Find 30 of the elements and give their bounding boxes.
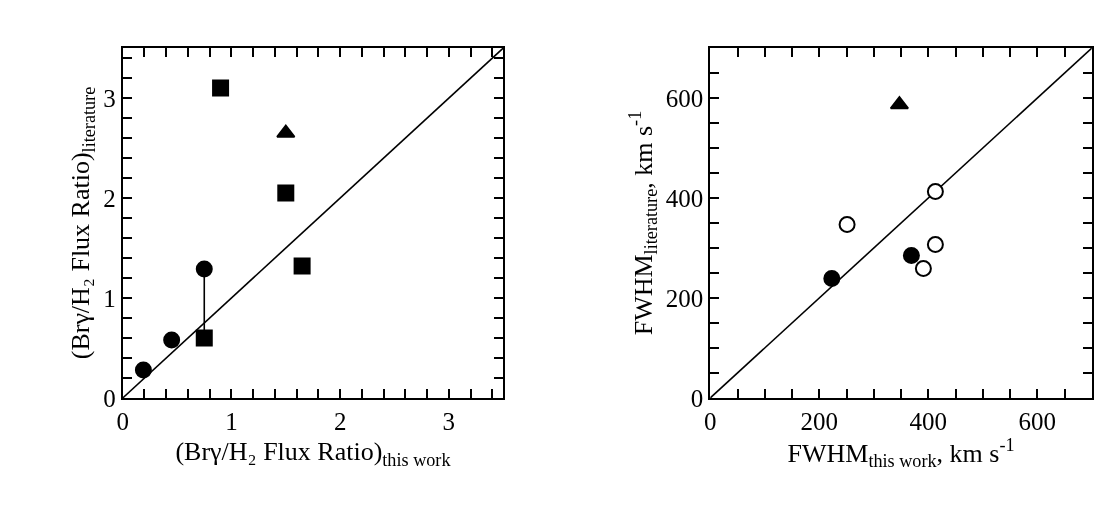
point — [277, 184, 295, 202]
point — [914, 259, 932, 277]
point — [195, 329, 213, 347]
point — [134, 361, 152, 379]
point — [902, 247, 920, 264]
x-axis-title: FWHM$_{this work}$, km s$^{-1}$ — [787, 434, 1015, 472]
point — [163, 331, 181, 349]
point — [926, 236, 944, 253]
x-tick-label: 1 — [225, 407, 238, 435]
y-tick-label: 600 — [665, 84, 704, 112]
y-tick-label: 0 — [103, 384, 116, 412]
x-tick-label: 600 — [1018, 407, 1057, 435]
y-tick-label: 400 — [665, 184, 704, 212]
x-tick-label: 400 — [909, 407, 948, 435]
x-tick-label: 2 — [333, 407, 347, 435]
y-tick-label: 200 — [665, 284, 704, 312]
point — [212, 79, 230, 97]
point — [838, 216, 856, 234]
x-axis-title: (Brγ/H₂ Flux Ratio)$_{this work}$ — [175, 437, 452, 470]
x-tick-label: 200 — [800, 407, 839, 435]
point — [195, 260, 213, 278]
y-tick-label: 2 — [103, 184, 116, 212]
point — [926, 183, 944, 201]
y-tick-label: 3 — [103, 84, 116, 112]
point — [276, 124, 296, 138]
x-tick-label: 3 — [442, 407, 456, 435]
y-tick-label: 1 — [103, 284, 116, 312]
point — [293, 257, 311, 275]
point — [823, 269, 841, 287]
y-tick-label: 0 — [690, 384, 704, 412]
